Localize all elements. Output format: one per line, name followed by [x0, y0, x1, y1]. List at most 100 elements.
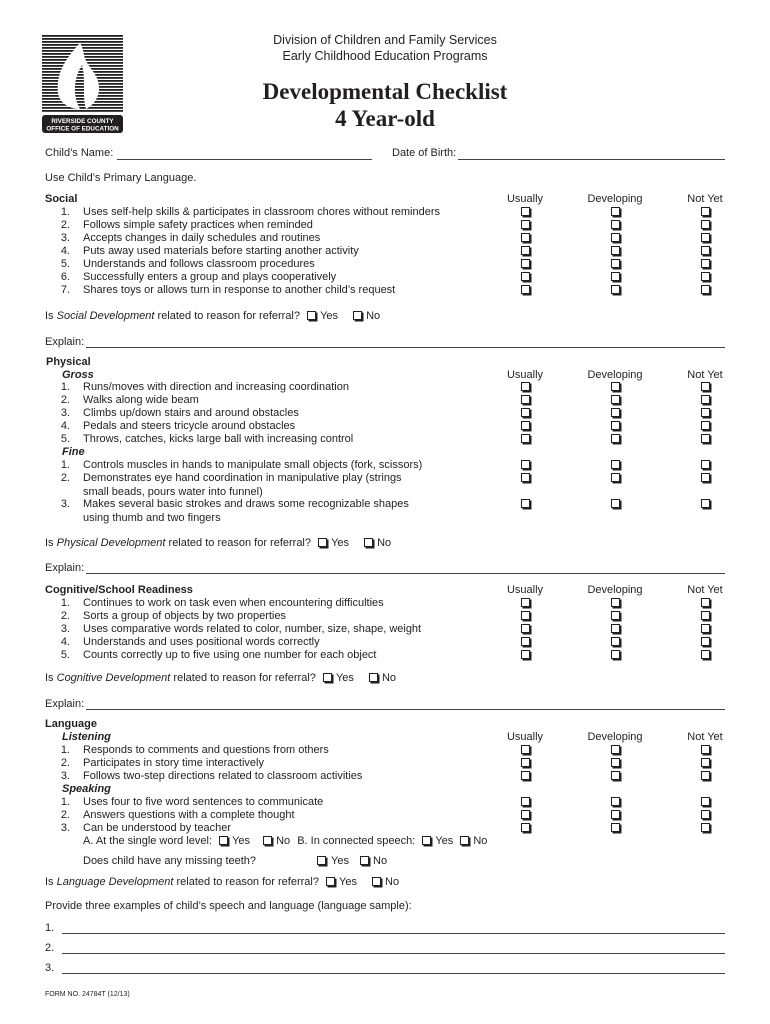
referral-yes-checkbox[interactable]: [326, 877, 336, 886]
checkbox-not-yet[interactable]: [701, 499, 710, 508]
checkbox-usually[interactable]: [521, 598, 530, 607]
checkbox-not-yet[interactable]: [701, 246, 710, 255]
missing-teeth-yes-checkbox[interactable]: [317, 856, 326, 865]
referral-yes-checkbox[interactable]: [307, 311, 317, 320]
checkbox-developing[interactable]: [611, 797, 620, 806]
single-word-no-checkbox[interactable]: [263, 836, 273, 845]
checkbox-not-yet[interactable]: [701, 598, 710, 607]
checkbox-usually[interactable]: [521, 207, 530, 216]
checkbox-not-yet[interactable]: [701, 207, 710, 216]
checkbox-usually[interactable]: [521, 259, 530, 268]
checkbox-not-yet[interactable]: [701, 233, 710, 242]
checkbox-usually[interactable]: [521, 233, 530, 242]
checkbox-not-yet[interactable]: [701, 259, 710, 268]
checkbox-usually[interactable]: [521, 823, 530, 832]
checkbox-developing[interactable]: [611, 473, 620, 482]
checkbox-not-yet[interactable]: [701, 823, 710, 832]
referral-no-checkbox[interactable]: [353, 311, 363, 320]
checkbox-usually[interactable]: [521, 421, 530, 430]
language-sample-input-line[interactable]: [62, 973, 725, 974]
checkbox-developing[interactable]: [611, 220, 620, 229]
checkbox-not-yet[interactable]: [701, 421, 710, 430]
language-sample-input-line[interactable]: [62, 953, 725, 954]
checkbox-usually[interactable]: [521, 285, 530, 294]
referral-no-checkbox[interactable]: [368, 673, 378, 682]
referral-yes-checkbox[interactable]: [322, 673, 332, 682]
referral-no-checkbox[interactable]: [364, 538, 374, 547]
checkbox-developing[interactable]: [611, 408, 620, 417]
checkbox-developing[interactable]: [611, 624, 620, 633]
checkbox-developing[interactable]: [611, 650, 620, 659]
checkbox-usually[interactable]: [521, 220, 530, 229]
checkbox-developing[interactable]: [611, 810, 620, 819]
checkbox-developing[interactable]: [611, 745, 620, 754]
checkbox-usually[interactable]: [521, 473, 530, 482]
checkbox-usually[interactable]: [521, 460, 530, 469]
checkbox-developing[interactable]: [611, 758, 620, 767]
checkbox-not-yet[interactable]: [701, 771, 710, 780]
checkbox-not-yet[interactable]: [701, 758, 710, 767]
checkbox-developing[interactable]: [611, 272, 620, 281]
checkbox-developing[interactable]: [611, 637, 620, 646]
checkbox-usually[interactable]: [521, 637, 530, 646]
checkbox-developing[interactable]: [611, 421, 620, 430]
checkbox-developing[interactable]: [611, 382, 620, 391]
checkbox-usually[interactable]: [521, 771, 530, 780]
date-of-birth-input-line[interactable]: [458, 159, 725, 160]
checkbox-developing[interactable]: [611, 285, 620, 294]
checkbox-usually[interactable]: [521, 758, 530, 767]
checkbox-not-yet[interactable]: [701, 382, 710, 391]
checkbox-developing[interactable]: [611, 823, 620, 832]
checkbox-developing[interactable]: [611, 460, 620, 469]
checkbox-usually[interactable]: [521, 810, 530, 819]
child-name-input-line[interactable]: [117, 159, 372, 160]
checkbox-developing[interactable]: [611, 611, 620, 620]
checkbox-usually[interactable]: [521, 246, 530, 255]
checkbox-not-yet[interactable]: [701, 408, 710, 417]
checkbox-usually[interactable]: [521, 382, 530, 391]
checkbox-developing[interactable]: [611, 259, 620, 268]
checkbox-not-yet[interactable]: [701, 810, 710, 819]
checkbox-not-yet[interactable]: [701, 637, 710, 646]
explain-input-line[interactable]: [86, 573, 725, 574]
checkbox-usually[interactable]: [521, 650, 530, 659]
missing-teeth-no-checkbox[interactable]: [360, 856, 369, 865]
checkbox-usually[interactable]: [521, 499, 530, 508]
checkbox-usually[interactable]: [521, 797, 530, 806]
connected-speech-yes-checkbox[interactable]: [422, 836, 432, 845]
checkbox-usually[interactable]: [521, 395, 530, 404]
checkbox-usually[interactable]: [521, 611, 530, 620]
checkbox-not-yet[interactable]: [701, 285, 710, 294]
explain-input-line[interactable]: [86, 347, 725, 348]
language-sample-input-line[interactable]: [62, 933, 725, 934]
checkbox-not-yet[interactable]: [701, 650, 710, 659]
checkbox-usually[interactable]: [521, 745, 530, 754]
connected-speech-no-checkbox[interactable]: [460, 836, 470, 845]
checkbox-usually[interactable]: [521, 624, 530, 633]
checkbox-not-yet[interactable]: [701, 797, 710, 806]
checkbox-developing[interactable]: [611, 434, 620, 443]
checkbox-usually[interactable]: [521, 408, 530, 417]
checkbox-developing[interactable]: [611, 207, 620, 216]
checkbox-not-yet[interactable]: [701, 624, 710, 633]
checkbox-not-yet[interactable]: [701, 460, 710, 469]
checkbox-not-yet[interactable]: [701, 611, 710, 620]
checkbox-usually[interactable]: [521, 434, 530, 443]
checkbox-developing[interactable]: [611, 246, 620, 255]
checkbox-developing[interactable]: [611, 395, 620, 404]
checkbox-not-yet[interactable]: [701, 395, 710, 404]
checkbox-not-yet[interactable]: [701, 220, 710, 229]
checkbox-developing[interactable]: [611, 233, 620, 242]
checkbox-not-yet[interactable]: [701, 434, 710, 443]
explain-input-line[interactable]: [86, 709, 725, 710]
referral-no-checkbox[interactable]: [372, 877, 382, 886]
checkbox-developing[interactable]: [611, 598, 620, 607]
checkbox-not-yet[interactable]: [701, 272, 710, 281]
checkbox-usually[interactable]: [521, 272, 530, 281]
single-word-yes-checkbox[interactable]: [219, 836, 229, 845]
checkbox-developing[interactable]: [611, 771, 620, 780]
checkbox-not-yet[interactable]: [701, 473, 710, 482]
referral-yes-checkbox[interactable]: [318, 538, 328, 547]
checkbox-developing[interactable]: [611, 499, 620, 508]
checkbox-not-yet[interactable]: [701, 745, 710, 754]
